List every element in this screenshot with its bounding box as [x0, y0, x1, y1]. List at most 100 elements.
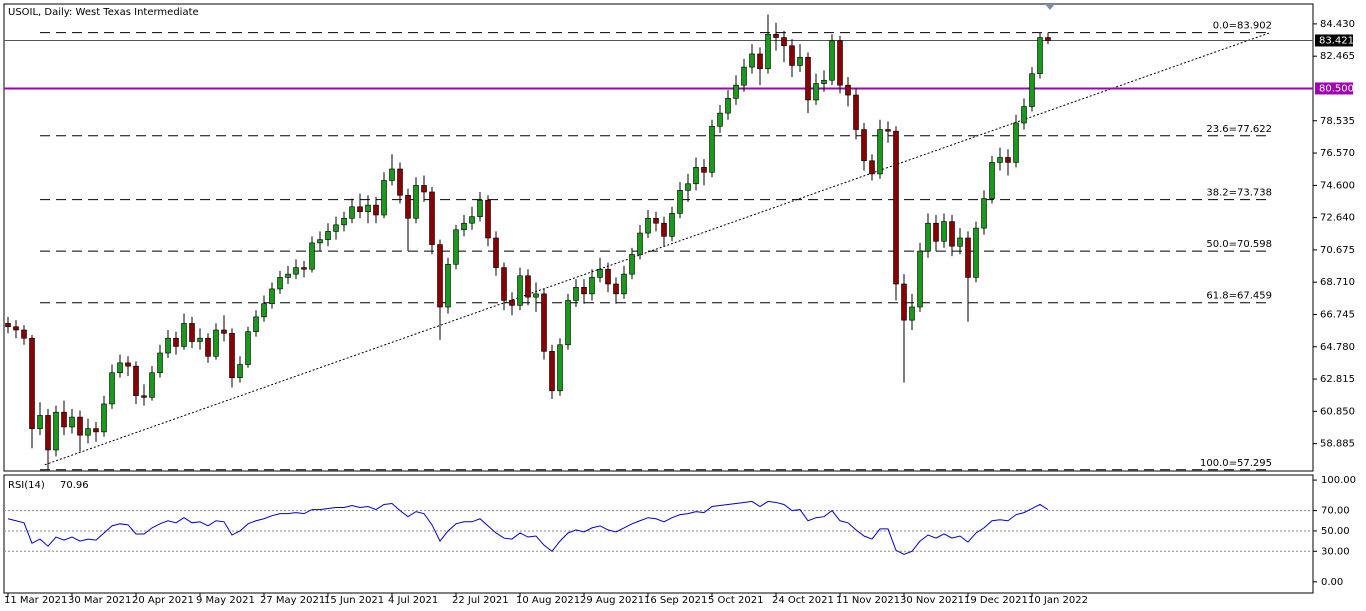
- candle-body: [485, 199, 491, 239]
- candle-body: [637, 232, 643, 255]
- price-panel: [3, 3, 1314, 472]
- fib-label: 61.8=67.459: [1206, 291, 1272, 302]
- candle-body: [965, 237, 971, 278]
- candle-body: [741, 66, 747, 86]
- candle-body: [461, 222, 467, 231]
- y-tick-label: 64.780: [1320, 342, 1355, 353]
- candle-body: [797, 56, 803, 66]
- candle-body: [309, 242, 315, 270]
- candle-body: [125, 362, 131, 367]
- candle-body: [669, 213, 675, 237]
- candle-body: [197, 337, 203, 342]
- rsi-panel: [3, 474, 1314, 594]
- candle-body: [837, 40, 843, 86]
- candle-body: [357, 206, 363, 213]
- candle-body: [869, 160, 875, 175]
- x-tick-label: 19 Dec 2021: [964, 595, 1028, 606]
- candle-body: [277, 277, 283, 290]
- y-tick-label: 68.710: [1320, 277, 1355, 288]
- candle-body: [981, 198, 987, 229]
- x-tick-label: 15 Jun 2021: [324, 595, 384, 606]
- x-tick-label: 29 Aug 2021: [580, 595, 644, 606]
- candle-body: [373, 204, 379, 216]
- trendline: [44, 32, 1271, 466]
- x-tick-label: 11 Nov 2021: [836, 595, 900, 606]
- candle-body: [333, 224, 339, 232]
- candle-body: [901, 283, 907, 321]
- fib-label: 50.0=70.598: [1206, 239, 1272, 250]
- rsi-tick-label: 30.00: [1321, 546, 1350, 557]
- candle-body: [709, 125, 715, 173]
- candle-body: [133, 365, 139, 397]
- x-tick-label: 22 Jul 2021: [452, 595, 509, 606]
- x-tick-label: 24 Oct 2021: [772, 595, 834, 606]
- candle-body: [917, 250, 923, 308]
- y-tick-label: 84.430: [1320, 19, 1355, 30]
- candle-body: [845, 84, 851, 96]
- y-tick-label: 62.815: [1320, 374, 1355, 385]
- candle-body: [381, 180, 387, 216]
- chart-title: USOIL, Daily: West Texas Intermediate: [8, 7, 199, 18]
- x-tick-label: 5 Oct 2021: [708, 595, 763, 606]
- candle-body: [565, 300, 571, 346]
- candle-body: [533, 293, 539, 298]
- x-tick-label: 20 Apr 2021: [132, 595, 194, 606]
- candle-body: [1021, 106, 1027, 124]
- x-tick-label: 9 May 2021: [196, 595, 255, 606]
- candle-body: [997, 157, 1003, 163]
- candle-body: [1029, 73, 1035, 107]
- fib-label: 0.0=83.902: [1213, 21, 1272, 32]
- rsi-tick-label: 70.00: [1321, 506, 1350, 517]
- candle-body: [701, 167, 707, 173]
- x-tick-label: 10 Jan 2022: [1028, 595, 1088, 606]
- candle-body: [877, 129, 883, 175]
- candle-body: [509, 300, 515, 306]
- candle-body: [893, 130, 899, 285]
- candle-body: [317, 239, 323, 244]
- candle-body: [517, 275, 523, 306]
- candle-body: [989, 162, 995, 199]
- candle-body: [101, 403, 107, 433]
- y-tick-label: 66.745: [1320, 309, 1355, 320]
- rsi-tick-label: 0.00: [1321, 577, 1343, 588]
- candle-body: [141, 395, 147, 398]
- candle-body: [1037, 37, 1043, 74]
- candle-body: [885, 129, 891, 132]
- candle-body: [525, 275, 531, 298]
- candle-body: [413, 185, 419, 219]
- x-tick-label: 10 Aug 2021: [516, 595, 580, 606]
- candle-body: [717, 112, 723, 127]
- candle-body: [557, 344, 563, 392]
- candle-body: [597, 268, 603, 278]
- candle-body: [1005, 157, 1011, 163]
- price-box: [1315, 82, 1353, 95]
- candle-body: [789, 45, 795, 66]
- candle-body: [245, 331, 251, 365]
- price-box: [1315, 34, 1353, 47]
- y-tick-label: 58.885: [1320, 439, 1355, 450]
- shift-marker: [1045, 4, 1055, 10]
- candle-body: [453, 229, 459, 265]
- candle-body: [301, 267, 307, 270]
- candle-body: [661, 222, 667, 237]
- candle-body: [605, 268, 611, 285]
- candle-body: [805, 56, 811, 101]
- candle-body: [157, 352, 163, 374]
- x-tick-label: 27 May 2021: [260, 595, 325, 606]
- candle-body: [205, 337, 211, 357]
- x-tick-label: 30 Nov 2021: [900, 595, 964, 606]
- candle-body: [949, 221, 955, 247]
- candle-body: [221, 329, 227, 334]
- y-tick-label: 70.675: [1320, 245, 1355, 256]
- candle-body: [229, 332, 235, 378]
- candle-body: [293, 267, 299, 275]
- candle-body: [549, 351, 555, 392]
- y-tick-label: 60.850: [1320, 406, 1355, 417]
- fib-label: 23.6=77.622: [1206, 124, 1272, 135]
- candle-body: [445, 263, 451, 308]
- x-tick-label: 30 Mar 2021: [68, 595, 131, 606]
- candle-body: [45, 415, 51, 451]
- candle-body: [501, 267, 507, 301]
